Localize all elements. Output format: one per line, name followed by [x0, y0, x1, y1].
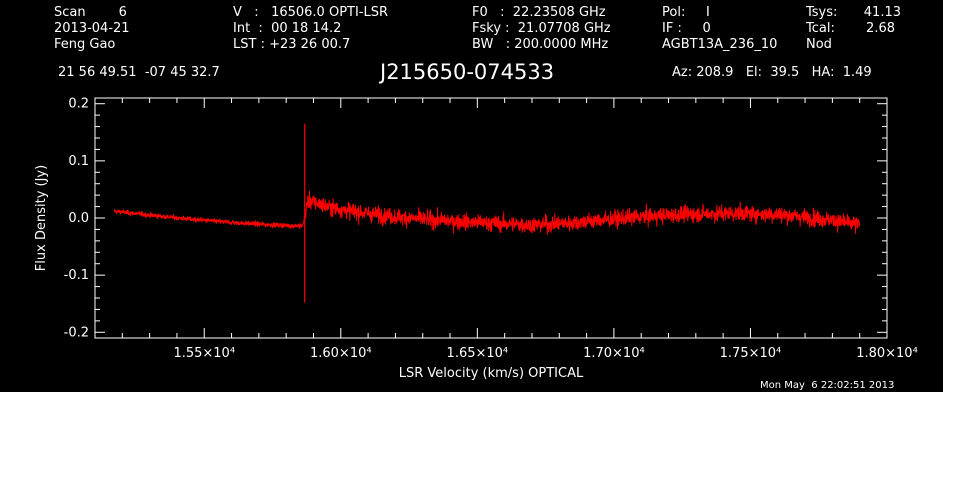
- source-title: J215650-074533: [380, 60, 555, 84]
- x-tick-label: 1.80×10⁴: [856, 346, 918, 361]
- x-tick-label: 1.60×10⁴: [310, 346, 372, 361]
- tcal-label: Tcal:: [806, 21, 835, 36]
- spectrum-chart: 0.2 0.1 0.0 -0.1 -0.2 1.55×10⁴ 1.60×10⁴ 1.65×10…: [34, 97, 918, 381]
- y-tick-label: -0.2: [64, 325, 89, 340]
- if-line: IF : 0: [662, 21, 711, 36]
- lst-line: LST : +23 26 00.7: [233, 37, 351, 52]
- spectrum-trace: [113, 190, 861, 235]
- y-tick-label: -0.1: [64, 268, 89, 283]
- tcal-value: 2.68: [866, 21, 895, 36]
- source-coordinates: 21 56 49.51 -07 45 32.7: [58, 65, 220, 80]
- sky-frequency-line: Fsky : 21.07708 GHz: [472, 21, 611, 36]
- ticks-layer: [94, 98, 888, 338]
- date-line: 2013-04-21: [54, 21, 130, 36]
- y-tick-label: 0.2: [68, 97, 89, 112]
- x-tick-label: 1.70×10⁴: [583, 346, 645, 361]
- tsys-value: 41.13: [863, 5, 901, 20]
- tsys-label: Tsys:: [806, 5, 838, 20]
- integration-line: Int : 00 18 14.2: [233, 21, 342, 36]
- bandwidth-line: BW : 200.0000 MHz: [472, 37, 609, 52]
- switching-mode-label: Nod: [806, 37, 832, 52]
- labels-layer: 0.2 0.1 0.0 -0.1 -0.2 1.55×10⁴ 1.60×10⁴ 1.65×10…: [34, 97, 918, 381]
- x-tick-label: 1.65×10⁴: [447, 346, 509, 361]
- polarization-line: Pol: I: [662, 5, 710, 20]
- x-axis-title: LSR Velocity (km/s) OPTICAL: [399, 366, 584, 381]
- x-tick-label: 1.55×10⁴: [173, 346, 235, 361]
- y-axis-title: Flux Density (Jy): [34, 165, 49, 271]
- rest-frequency-line: F0 : 22.23508 GHz: [472, 5, 606, 20]
- plot-panel: Scan 6 2013-04-21 Feng Gao V : 16506.0 O…: [0, 0, 943, 392]
- plot-timestamp: Mon May 6 22:02:51 2013: [760, 380, 895, 391]
- velocity-line: V : 16506.0 OPTI-LSR: [233, 5, 389, 20]
- x-tick-label: 1.75×10⁴: [720, 346, 782, 361]
- observer-line: Feng Gao: [54, 37, 116, 52]
- y-tick-label: 0.0: [68, 211, 89, 226]
- y-tick-label: 0.1: [68, 154, 89, 169]
- project-id-line: AGBT13A_236_10: [662, 37, 778, 52]
- scan-info-line: Scan 6: [54, 5, 127, 20]
- az-el-ha-readout: Az: 208.9 El: 39.5 HA: 1.49: [672, 65, 872, 80]
- data-layer: [113, 123, 861, 303]
